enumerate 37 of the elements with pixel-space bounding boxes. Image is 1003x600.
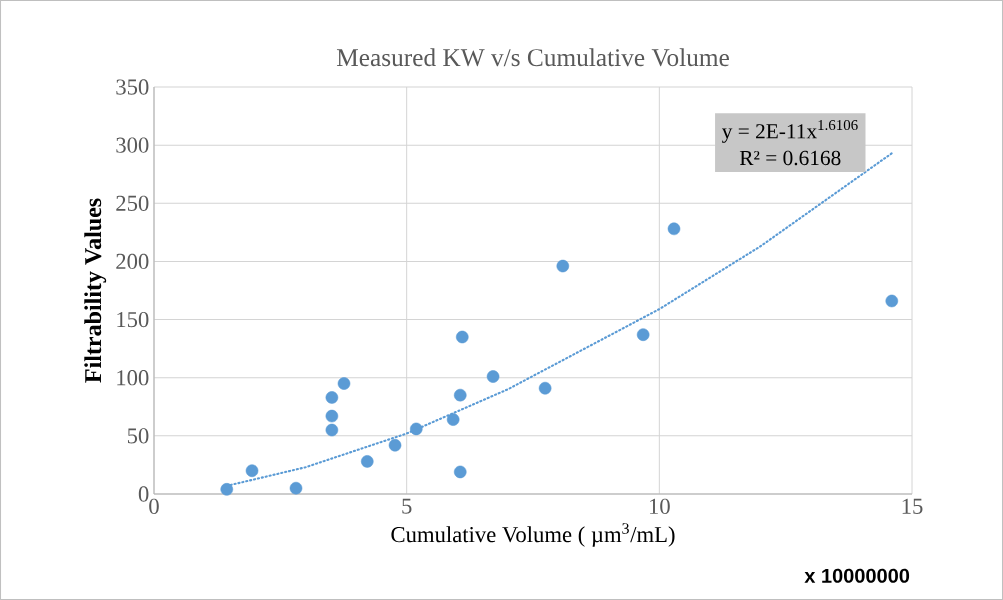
y-tick-label: 200 <box>116 253 149 270</box>
x-axis-title: Cumulative Volume ( µm$^{3}$/mL) <box>391 523 675 547</box>
point <box>325 409 339 423</box>
point <box>455 330 469 344</box>
annotation: R² = 0.6168 <box>739 150 841 166</box>
point <box>446 413 460 426</box>
y-tick-label: 0 <box>138 486 149 502</box>
point <box>325 423 339 437</box>
point <box>289 481 303 495</box>
y-tick-label: 250 <box>116 195 149 211</box>
point <box>453 465 467 479</box>
point <box>453 388 467 402</box>
annotation: y = 2E-11x$^{1.6106}$ <box>721 119 858 143</box>
point <box>410 422 423 436</box>
point <box>556 259 570 273</box>
text: x 10000000 <box>804 568 910 583</box>
point <box>337 377 351 390</box>
x-tick-label: 15 <box>902 498 923 514</box>
point <box>636 328 650 341</box>
point <box>220 483 234 496</box>
x-tick-label: 5 <box>402 498 412 514</box>
chart-title: Measured KW v/s Cumulative Volume <box>336 48 729 67</box>
point <box>325 391 339 404</box>
point <box>388 438 402 452</box>
y-axis-title: Filtrability Values <box>84 198 107 383</box>
point <box>885 294 899 308</box>
y-tick-label: 300 <box>116 137 149 153</box>
point <box>486 370 500 383</box>
y-tick-label: 350 <box>116 79 149 95</box>
point <box>360 455 374 468</box>
x-tick-label: 10 <box>649 498 670 515</box>
point <box>538 381 552 395</box>
y-tick-label: 50 <box>127 428 149 444</box>
point <box>245 464 259 478</box>
y-tick-label: 100 <box>117 370 149 386</box>
y-tick-label: 150 <box>117 311 149 328</box>
point <box>667 222 681 236</box>
